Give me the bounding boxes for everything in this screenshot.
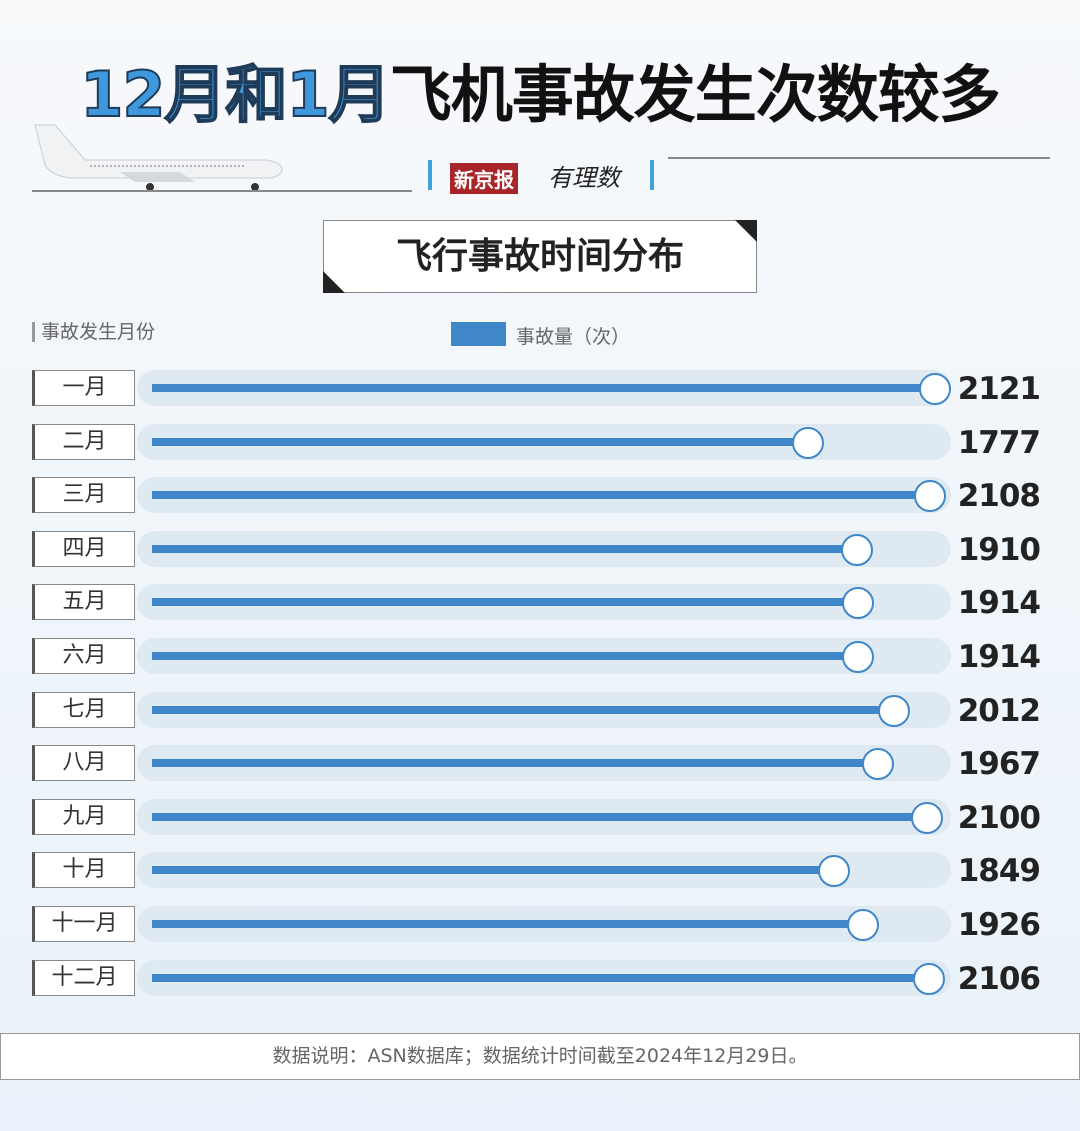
- month-label: 十一月: [32, 906, 135, 942]
- logo-bar-left: [428, 160, 432, 190]
- chart-title-box: 飞行事故时间分布: [323, 220, 757, 293]
- bar-row: 八月 1967: [0, 743, 1080, 783]
- data-label: 1777: [957, 424, 1041, 461]
- logo-bar-right: [650, 160, 654, 190]
- bar-end-marker: [818, 855, 851, 888]
- month-label: 一月: [32, 370, 135, 406]
- data-label: 2106: [957, 960, 1041, 997]
- divider-right: [668, 157, 1050, 159]
- bar-end-marker: [910, 801, 943, 834]
- bar-row: 六月 1914: [0, 636, 1080, 676]
- bar-row: 五月 1914: [0, 582, 1080, 622]
- bar: [152, 705, 895, 714]
- bar-end-marker: [842, 641, 875, 673]
- bar-row: 十月 1849: [0, 850, 1080, 890]
- month-label: 二月: [32, 423, 135, 460]
- data-label: 1926: [957, 907, 1041, 943]
- data-label: 2108: [957, 478, 1041, 515]
- month-label: 十月: [32, 852, 135, 889]
- bar-end-marker: [791, 426, 824, 459]
- divider-left: [32, 190, 412, 192]
- chart-title: 飞行事故时间分布: [395, 236, 684, 277]
- bar-row: 四月 1910: [0, 529, 1080, 569]
- y-axis-label: 事故发生月份: [32, 322, 155, 342]
- month-label: 八月: [32, 745, 135, 782]
- month-label: 六月: [32, 638, 135, 674]
- bar: [152, 866, 835, 875]
- bar: [152, 491, 930, 500]
- bar-row: 九月 2100: [0, 797, 1080, 837]
- month-label: 七月: [32, 691, 135, 728]
- bar-end-marker: [878, 694, 911, 727]
- column-logo: 有理数: [548, 164, 620, 192]
- month-label: 九月: [32, 798, 135, 835]
- bar-row: 一月 2121: [0, 368, 1080, 408]
- data-label: 2100: [957, 799, 1041, 836]
- bar: [152, 920, 863, 928]
- month-label: 十二月: [32, 959, 135, 996]
- legend-label: 事故量（次）: [516, 326, 631, 348]
- airplane-icon: [34, 124, 283, 191]
- bar: [152, 759, 878, 768]
- bar: [152, 652, 859, 660]
- bar-end-marker: [846, 909, 879, 941]
- data-label: 1914: [957, 639, 1041, 675]
- data-label: 1967: [957, 746, 1041, 783]
- bar: [152, 812, 927, 821]
- bar-end-marker: [913, 480, 946, 513]
- brand-logo: 新京报: [450, 163, 518, 194]
- legend-swatch: [451, 322, 506, 346]
- month-label: 五月: [32, 584, 135, 621]
- month-label: 四月: [32, 530, 135, 567]
- bar-row: 三月 2108: [0, 475, 1080, 515]
- bar: [152, 384, 935, 392]
- title-highlight: 12月和1月: [79, 57, 391, 132]
- bar-row: 七月 2012: [0, 690, 1080, 730]
- bar-row: 十一月 1926: [0, 904, 1080, 944]
- bar: [152, 598, 859, 607]
- month-label: 三月: [32, 477, 135, 514]
- bar-end-marker: [918, 373, 951, 405]
- data-label: 1914: [957, 585, 1041, 622]
- bar-end-marker: [913, 962, 946, 995]
- footer-note: 数据说明：ASN数据库；数据统计时间截至2024年12月29日。: [0, 1033, 1080, 1080]
- data-label: 1849: [957, 853, 1041, 890]
- bar: [152, 437, 808, 446]
- data-label: 2012: [957, 692, 1041, 729]
- bar: [152, 544, 857, 553]
- title-rest: 飞机事故发生次数较多: [389, 58, 1001, 131]
- bar-end-marker: [861, 748, 894, 781]
- bar: [152, 973, 930, 982]
- bar-row: 十二月 2106: [0, 958, 1080, 998]
- bar-end-marker: [840, 533, 873, 566]
- data-label: 2121: [957, 371, 1041, 407]
- bar-end-marker: [842, 587, 875, 620]
- data-label: 1910: [957, 531, 1041, 568]
- main-title: 12月和1月飞机事故发生次数较多: [0, 44, 1080, 134]
- bar-row: 二月 1777: [0, 422, 1080, 462]
